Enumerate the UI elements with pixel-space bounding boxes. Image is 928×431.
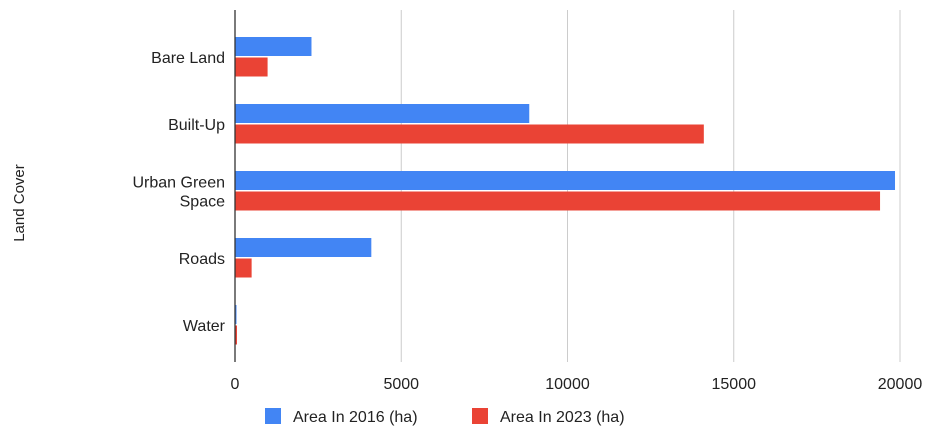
x-tick-label: 5000 — [383, 376, 419, 393]
bars — [235, 37, 896, 345]
legend-swatch — [472, 408, 488, 424]
legend-swatch — [265, 408, 281, 424]
category-label: Space — [180, 193, 225, 210]
bar — [235, 305, 237, 324]
bar — [235, 171, 896, 190]
category-label: Water — [183, 318, 226, 335]
bar — [235, 191, 881, 211]
x-tick-label: 15000 — [712, 376, 757, 393]
bar — [235, 238, 372, 257]
bar — [235, 258, 252, 278]
category-label: Bare Land — [151, 50, 225, 67]
bar — [235, 57, 268, 77]
y-axis-title: Land Cover — [11, 164, 28, 242]
x-tick-label: 10000 — [545, 376, 590, 393]
x-tick-label: 20000 — [878, 376, 923, 393]
category-label: Built-Up — [168, 117, 225, 134]
bar — [235, 104, 530, 123]
bar — [235, 325, 237, 345]
x-tick-label: 0 — [231, 376, 240, 393]
legend-label: Area In 2016 (ha) — [293, 409, 418, 426]
legend-label: Area In 2023 (ha) — [500, 409, 625, 426]
bar — [235, 37, 312, 56]
category-label: Urban Green — [133, 174, 226, 191]
category-label: Roads — [179, 251, 225, 268]
category-labels: Bare Land Built-Up Urban Green Space Roads Wa… — [133, 50, 226, 335]
x-tick-labels: 0 5000 10000 15000 20000 — [231, 376, 923, 393]
bar — [235, 124, 704, 144]
legend: Area In 2016 (ha) Area In 2023 (ha) — [265, 408, 625, 426]
